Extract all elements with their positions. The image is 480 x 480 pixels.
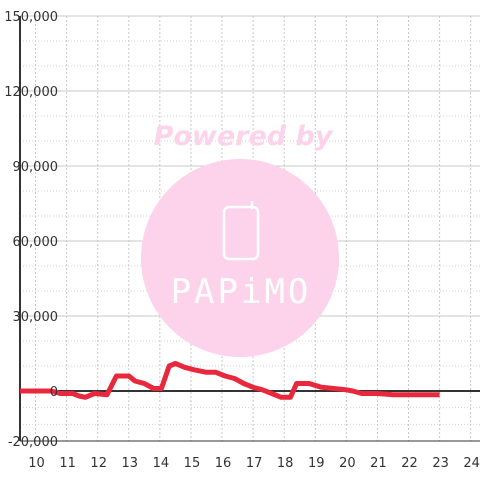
x-tick-label: 18 [277,456,294,471]
x-tick-label: 11 [59,456,76,471]
chart-series [20,361,440,400]
x-tick-label: 14 [153,456,170,471]
y-tick-label: 30,000 [13,310,59,325]
x-tick-label: 16 [215,456,232,471]
x-tick-label: 13 [122,456,139,471]
y-tick-label: 120,000 [4,85,58,100]
y-tick-label: -20,000 [8,435,58,450]
watermark-powered-by: Powered by [154,121,334,152]
x-tick-label: 23 [432,456,449,471]
x-tick-label: 12 [90,456,107,471]
series-line-0 [20,361,440,400]
watermark: Powered by PAPiMO [141,121,339,357]
x-tick-label: 20 [339,456,356,471]
x-tick-label: 24 [463,456,480,471]
x-tick-label: 19 [308,456,325,471]
y-tick-label: 90,000 [13,160,59,175]
phone-icon [222,201,260,261]
x-tick-label: 10 [28,456,45,471]
x-tick-label: 17 [246,456,263,471]
y-tick-label: 0 [50,385,58,400]
y-tick-label: 150,000 [4,10,58,25]
tick-labels: -20,000 0 30,000 60,000 90,000 120,000 150,000… [4,10,480,471]
x-tick-label: 22 [401,456,418,471]
y-tick-label: 60,000 [13,235,59,250]
chart-axes [19,16,480,442]
x-tick-label: 21 [370,456,387,471]
watermark-brand: PAPiMO [171,272,312,312]
x-tick-label: 15 [184,456,201,471]
